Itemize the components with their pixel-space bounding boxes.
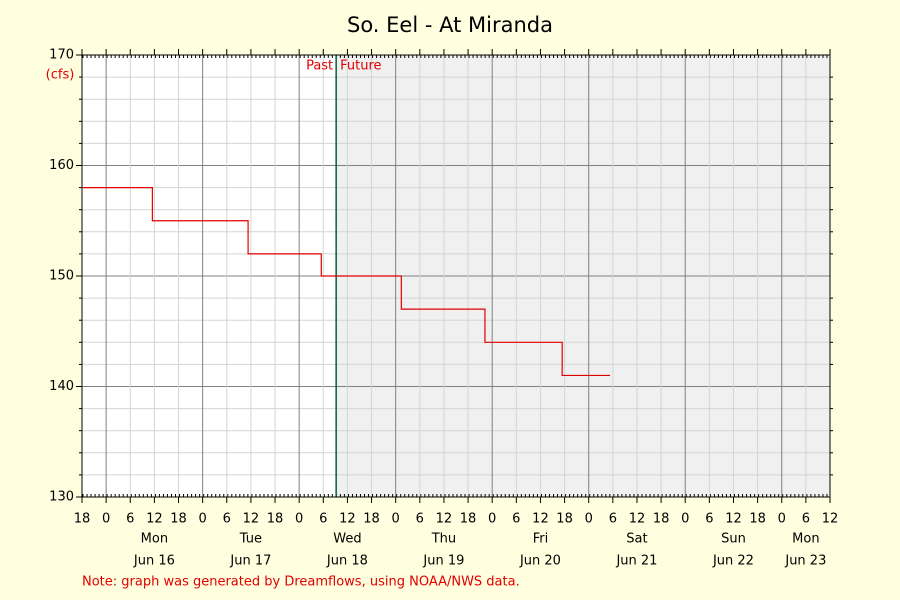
x-tick-label: 6 xyxy=(319,512,327,527)
day-label: Sun xyxy=(721,532,746,547)
y-axis-label: (cfs) xyxy=(46,68,75,83)
y-tick-label: 170 xyxy=(49,48,74,63)
date-label: Jun 16 xyxy=(133,554,175,569)
day-label: Mon xyxy=(792,532,819,547)
past-label: Past xyxy=(306,59,333,74)
x-tick-label: 12 xyxy=(629,512,646,527)
x-tick-label: 0 xyxy=(488,512,496,527)
x-tick-label: 6 xyxy=(126,512,134,527)
x-tick-label: 18 xyxy=(460,512,477,527)
y-tick-label: 130 xyxy=(49,490,74,505)
x-tick-label: 0 xyxy=(102,512,110,527)
date-label: Jun 21 xyxy=(615,554,657,569)
x-tick-label: 18 xyxy=(170,512,187,527)
x-tick-label: 0 xyxy=(392,512,400,527)
x-tick-label: 0 xyxy=(778,512,786,527)
day-label: Thu xyxy=(431,532,456,547)
x-tick-label: 6 xyxy=(802,512,810,527)
plot-frame xyxy=(81,54,831,498)
x-tick-label: 12 xyxy=(243,512,260,527)
day-label: Wed xyxy=(333,532,361,547)
note: Note: graph was generated by Dreamflows,… xyxy=(82,575,520,590)
y-tick-label: 160 xyxy=(49,158,74,173)
x-tick-label: 6 xyxy=(416,512,424,527)
x-tick-label: 12 xyxy=(146,512,163,527)
x-tick-label: 12 xyxy=(436,512,453,527)
day-label: Mon xyxy=(141,532,168,547)
x-tick-label: 12 xyxy=(532,512,549,527)
date-label: Jun 22 xyxy=(712,554,754,569)
x-tick-label: 6 xyxy=(512,512,520,527)
x-tick-label: 0 xyxy=(199,512,207,527)
date-label: Jun 20 xyxy=(519,554,561,569)
x-tick-label: 6 xyxy=(705,512,713,527)
date-label: Jun 18 xyxy=(326,554,368,569)
flow-line xyxy=(82,187,611,377)
y-tick-label: 140 xyxy=(49,379,74,394)
date-label: Jun 23 xyxy=(784,554,826,569)
x-tick-label: 6 xyxy=(609,512,617,527)
chart-title: So. Eel - At Miranda xyxy=(347,13,553,37)
x-tick-label: 18 xyxy=(556,512,573,527)
x-tick-label: 12 xyxy=(822,512,839,527)
x-tick-label: 0 xyxy=(681,512,689,527)
day-label: Fri xyxy=(533,532,549,547)
x-tick-label: 12 xyxy=(339,512,356,527)
future-label: Future xyxy=(340,59,381,74)
x-tick-label: 18 xyxy=(363,512,380,527)
day-label: Sat xyxy=(626,532,647,547)
x-tick-label: 12 xyxy=(725,512,742,527)
day-label: Tue xyxy=(239,532,262,547)
date-label: Jun 17 xyxy=(229,554,271,569)
x-tick-label: 18 xyxy=(267,512,284,527)
x-tick-label: 0 xyxy=(295,512,303,527)
x-tick-label: 18 xyxy=(749,512,766,527)
y-tick-label: 150 xyxy=(49,269,74,284)
x-tick-label: 18 xyxy=(653,512,670,527)
x-tick-label: 0 xyxy=(585,512,593,527)
x-tick-label: 18 xyxy=(74,512,91,527)
x-tick-label: 6 xyxy=(223,512,231,527)
date-label: Jun 19 xyxy=(422,554,464,569)
